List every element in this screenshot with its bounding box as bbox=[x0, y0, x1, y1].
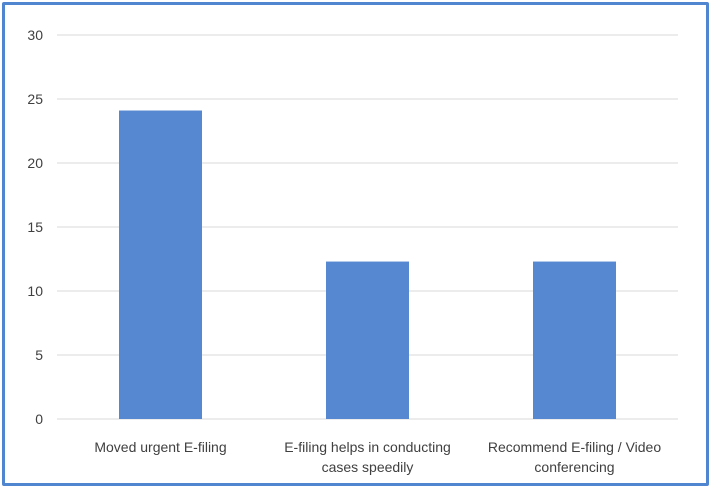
category-label: conferencing bbox=[534, 459, 614, 475]
y-tick-label: 25 bbox=[27, 91, 43, 107]
y-tick-label: 15 bbox=[27, 219, 43, 235]
y-tick-label: 5 bbox=[35, 347, 43, 363]
category-label: Recommend E-filing / Video bbox=[488, 439, 661, 455]
bar-1 bbox=[119, 110, 202, 420]
y-tick-label: 20 bbox=[27, 155, 43, 171]
y-tick-label: 10 bbox=[27, 283, 43, 299]
y-tick-label: 30 bbox=[27, 27, 43, 43]
y-tick-label: 0 bbox=[35, 411, 43, 427]
category-label: cases speedily bbox=[322, 459, 414, 475]
bar-3 bbox=[533, 261, 616, 419]
category-label: Moved urgent E-filing bbox=[94, 439, 226, 455]
category-label: E-filing helps in conducting bbox=[284, 439, 451, 455]
bar-2 bbox=[326, 261, 409, 419]
